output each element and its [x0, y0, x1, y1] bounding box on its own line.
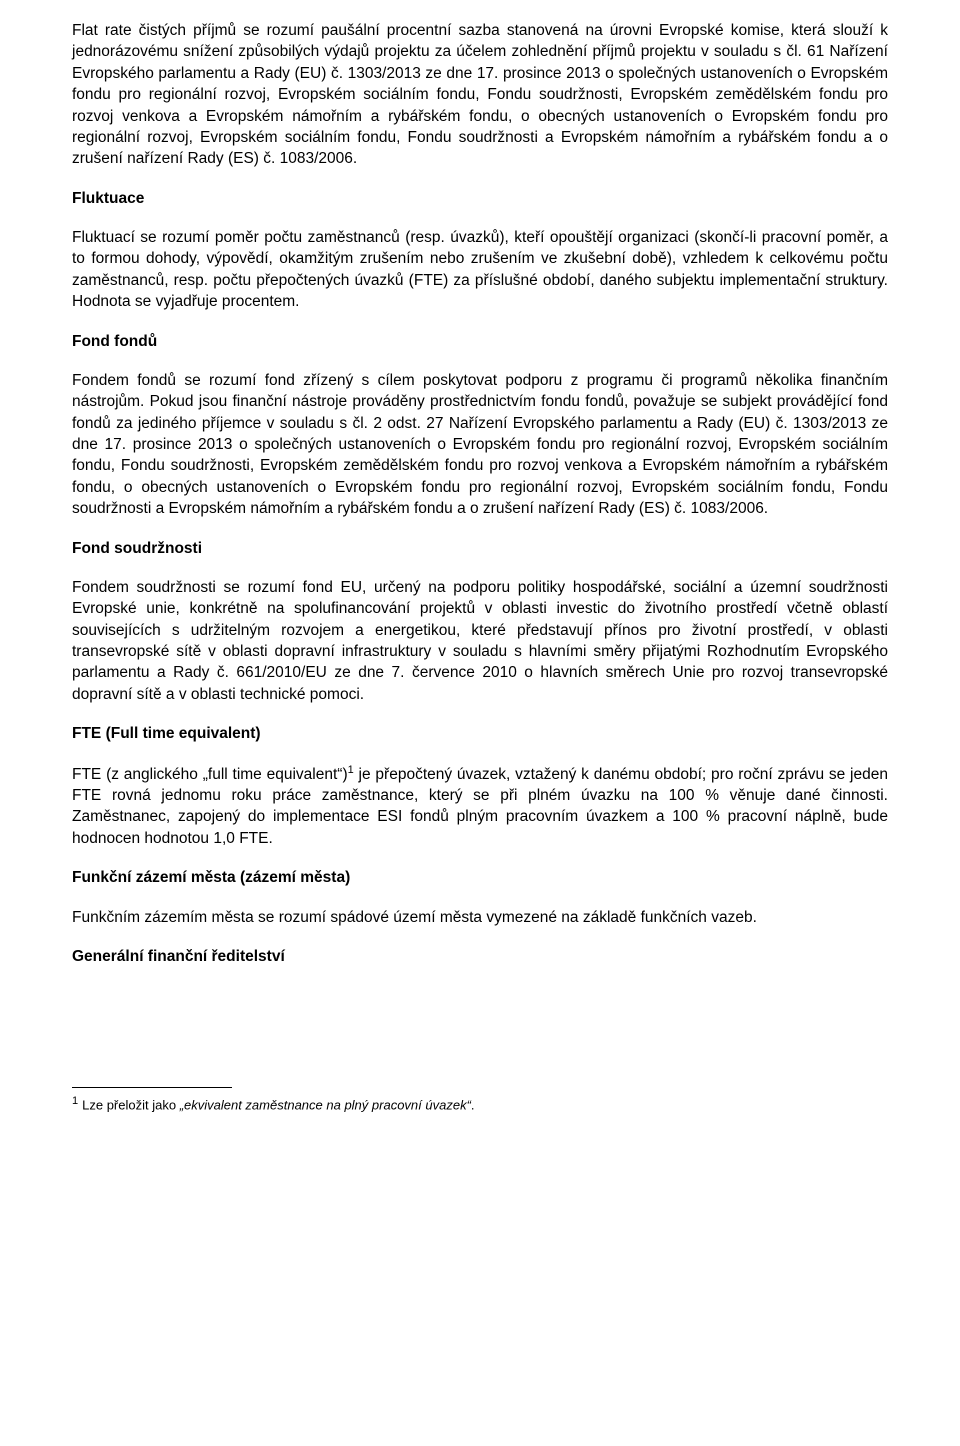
heading-fond-fondu: Fond fondů	[72, 331, 888, 352]
footnote-marker: 1	[72, 1095, 78, 1107]
heading-fte: FTE (Full time equivalent)	[72, 723, 888, 744]
heading-funkcni-zazemi: Funkční zázemí města (zázemí města)	[72, 867, 888, 888]
footnote-quoted: „ekvivalent zaměstnance na plný pracovní…	[180, 1098, 471, 1113]
funkcni-zazemi-paragraph: Funkčním zázemím města se rozumí spádové…	[72, 907, 888, 928]
footnote-prefix: Lze přeložit jako	[82, 1098, 180, 1113]
flat-rate-paragraph: Flat rate čistých příjmů se rozumí paušá…	[72, 20, 888, 170]
heading-fond-soudrznosti: Fond soudržnosti	[72, 538, 888, 559]
heading-fluktuace: Fluktuace	[72, 188, 888, 209]
fond-fondu-paragraph: Fondem fondů se rozumí fond zřízený s cí…	[72, 370, 888, 520]
fond-soudrznosti-paragraph: Fondem soudržnosti se rozumí fond EU, ur…	[72, 577, 888, 705]
footnote-1: 1 Lze přeložit jako „ekvivalent zaměstnan…	[72, 1094, 888, 1114]
fluktuace-paragraph: Fluktuací se rozumí poměr počtu zaměstna…	[72, 227, 888, 313]
heading-generalni-financni-reditelstvi: Generální finanční ředitelství	[72, 946, 888, 967]
footnote-suffix: .	[471, 1098, 475, 1113]
footnote-separator	[72, 1087, 232, 1088]
fte-text-before-ref: FTE (z anglického „full time equivalent“…	[72, 766, 348, 783]
fte-paragraph: FTE (z anglického „full time equivalent“…	[72, 763, 888, 850]
